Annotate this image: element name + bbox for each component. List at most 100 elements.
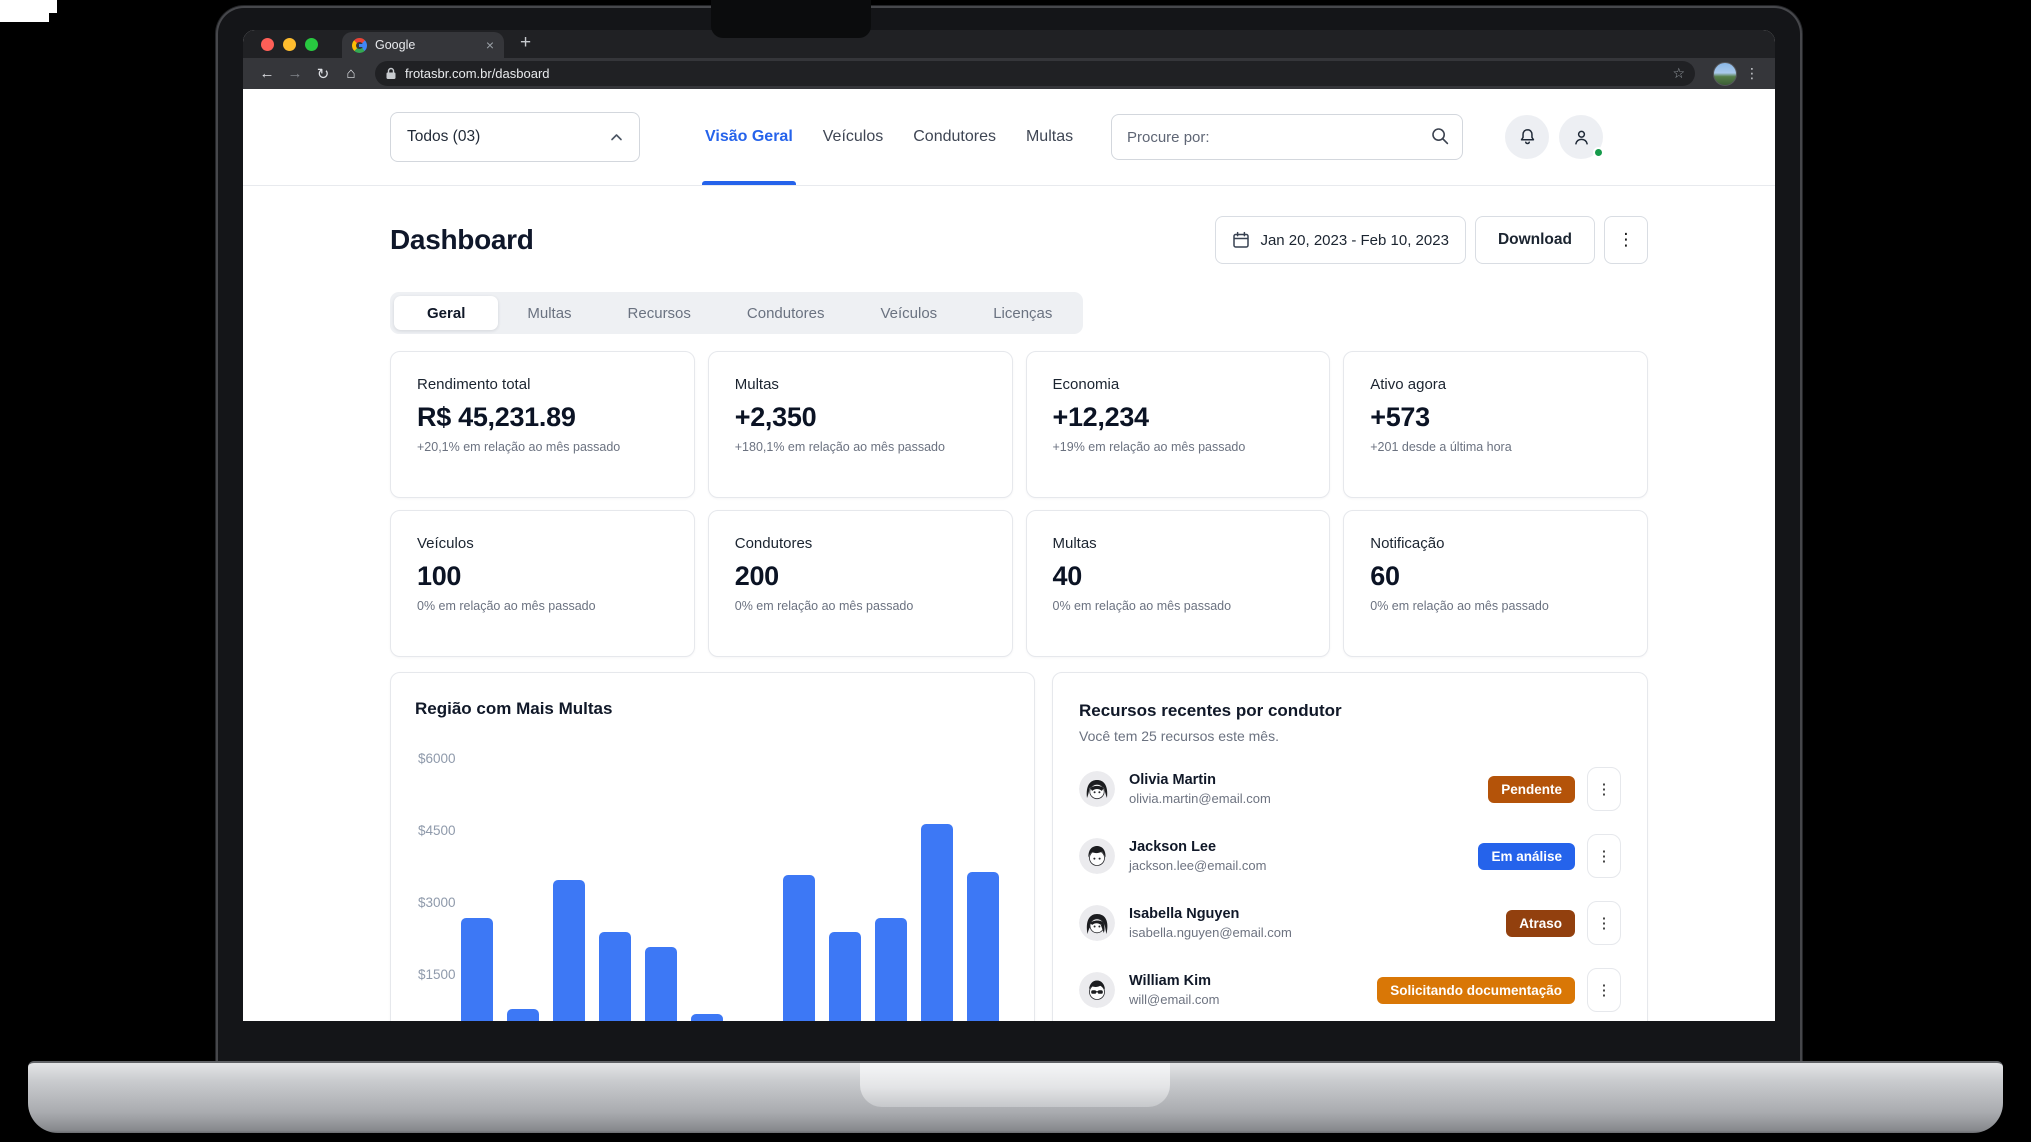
page-more-button[interactable]: ⋮ bbox=[1604, 216, 1648, 264]
close-window-button[interactable] bbox=[261, 37, 274, 51]
tab-close-icon[interactable]: × bbox=[485, 37, 494, 53]
driver-row-isabella-nguyen: Isabella Nguyen isabella.nguyen@email.com… bbox=[1079, 901, 1621, 945]
stat-note: 0% em relação ao mês passado bbox=[1370, 599, 1549, 613]
stat-title: Ativo agora bbox=[1370, 376, 1447, 393]
stat-value: 60 bbox=[1370, 561, 1400, 591]
avatar-olivia bbox=[1079, 771, 1115, 807]
zoom-window-button[interactable] bbox=[305, 37, 318, 51]
browser-profile-avatar[interactable] bbox=[1713, 61, 1737, 86]
stat-value: 40 bbox=[1052, 561, 1083, 591]
stat-title: Multas bbox=[734, 376, 779, 393]
y-axis-tick: $4500 bbox=[418, 823, 456, 838]
tab-title: Google bbox=[375, 38, 416, 52]
bell-icon bbox=[1520, 128, 1534, 144]
nav-item-condutores[interactable]: Condutores bbox=[913, 128, 996, 145]
recent-resources-card: Recursos recentes por condutor Você tem … bbox=[1052, 672, 1648, 1021]
status-badge-pendente: Pendente bbox=[1488, 775, 1575, 803]
driver-more-button[interactable]: ⋮ bbox=[1587, 968, 1621, 1012]
bottom-row: Região com Mais Multas $6000 $4500 $3000 $1… bbox=[390, 672, 1648, 1021]
browser-menu-icon[interactable]: ⋮ bbox=[1745, 65, 1759, 81]
y-axis-tick: $1500 bbox=[418, 967, 456, 982]
fleet-filter-label: Todos (03) bbox=[407, 128, 481, 145]
chart-bar bbox=[553, 879, 585, 1021]
date-range-button[interactable]: Jan 20, 2023 - Feb 10, 2023 bbox=[1215, 216, 1466, 264]
window-traffic-lights bbox=[243, 30, 342, 58]
browser-window: Google × + ← → ↻ ⌂ frotasbr.com.br/dasbo… bbox=[243, 30, 1775, 1021]
stat-card-veiculos: Veículos 100 0% em relação ao mês passado bbox=[390, 510, 695, 657]
chart-title: Região com Mais Multas bbox=[415, 699, 613, 718]
reload-icon[interactable]: ↻ bbox=[316, 65, 330, 83]
stat-card-multas: Multas +2,350 +180,1% em relação ao mês pa… bbox=[707, 351, 1013, 498]
account-button[interactable] bbox=[1559, 115, 1604, 159]
driver-name: Jackson Lee bbox=[1129, 839, 1217, 855]
notifications-button[interactable] bbox=[1505, 115, 1549, 159]
tab-geral[interactable]: Geral bbox=[394, 296, 499, 330]
url-text: frotasbr.com.br/dasboard bbox=[405, 66, 550, 81]
chart-bar bbox=[691, 1014, 723, 1021]
driver-more-button[interactable]: ⋮ bbox=[1587, 834, 1621, 878]
minimize-window-button[interactable] bbox=[283, 37, 296, 51]
home-icon[interactable]: ⌂ bbox=[346, 65, 356, 82]
driver-email: jackson.lee@email.com bbox=[1129, 858, 1267, 873]
chart-card: Região com Mais Multas $6000 $4500 $3000 $1… bbox=[390, 672, 1035, 1021]
nav-item-visao-geral[interactable]: Visão Geral bbox=[690, 89, 808, 185]
download-button[interactable]: Download bbox=[1474, 216, 1595, 264]
driver-actions: Atraso ⋮ bbox=[1506, 901, 1621, 945]
driver-info: Olivia Martin olivia.martin@email.com bbox=[1129, 772, 1271, 806]
chart-plot: $6000 $4500 $3000 $1500 bbox=[415, 745, 1006, 1021]
tab-recursos[interactable]: Recursos bbox=[627, 304, 691, 322]
avatar-jackson bbox=[1079, 838, 1115, 874]
driver-email: isabella.nguyen@email.com bbox=[1129, 925, 1292, 940]
stat-card-multas: Multas 40 0% em relação ao mês passado bbox=[1025, 510, 1331, 657]
browser-tab[interactable]: Google × bbox=[342, 32, 504, 58]
stat-value: +573 bbox=[1370, 402, 1430, 432]
new-tab-button[interactable]: + bbox=[520, 31, 532, 53]
y-axis-tick: $3000 bbox=[418, 895, 456, 910]
status-badge-solicitando-documentacao: Solicitando documentação bbox=[1377, 976, 1575, 1004]
driver-info: Jackson Lee jackson.lee@email.com bbox=[1129, 839, 1266, 873]
driver-row-william-kim: William Kim will@email.com Solicitando doc… bbox=[1079, 968, 1621, 1012]
main-nav: Visão Geral Veículos Condutores Multas bbox=[690, 89, 1088, 185]
stat-note: 0% em relação ao mês passado bbox=[1052, 599, 1232, 613]
corner-artifact bbox=[0, 0, 49, 22]
driver-name: William Kim bbox=[1129, 973, 1212, 989]
app-header: Todos (03) Visão Geral Veículos Condutores… bbox=[243, 89, 1775, 186]
stat-note: +201 desde a última hora bbox=[1370, 440, 1512, 454]
stat-title: Notificação bbox=[1370, 535, 1445, 552]
chart-bar bbox=[921, 824, 953, 1021]
driver-row-olivia-martin: Olivia Martin olivia.martin@email.com Pend… bbox=[1079, 767, 1621, 811]
lock-icon bbox=[386, 67, 396, 79]
stat-card-rendimento-total: Rendimento total R$ 45,231.89 +20,1% em re… bbox=[390, 351, 695, 498]
nav-item-veiculos[interactable]: Veículos bbox=[822, 128, 884, 145]
fleet-filter-select[interactable]: Todos (03) bbox=[390, 112, 640, 162]
nav-item-multas[interactable]: Multas bbox=[1025, 128, 1074, 145]
stat-title: Condutores bbox=[734, 535, 813, 552]
head-actions: Jan 20, 2023 - Feb 10, 2023 Download ⋮ bbox=[1215, 216, 1648, 264]
stat-card-ativo-agora: Ativo agora +573 +201 desde a última hora bbox=[1343, 351, 1648, 498]
stat-value: +2,350 bbox=[734, 402, 817, 432]
tab-condutores[interactable]: Condutores bbox=[746, 304, 825, 322]
page-head: Dashboard Jan 20, 2023 - Feb 10, 2023 bbox=[390, 216, 1648, 264]
chart-bar bbox=[967, 872, 999, 1021]
stat-note: +20,1% em relação ao mês passado bbox=[417, 440, 621, 454]
back-icon[interactable]: ← bbox=[259, 65, 275, 82]
stat-title: Multas bbox=[1052, 535, 1097, 552]
laptop-lid-scoop bbox=[860, 1063, 1170, 1107]
search-input[interactable] bbox=[1111, 114, 1463, 160]
stats-row-2: Veículos 100 0% em relação ao mês passado C… bbox=[390, 510, 1648, 657]
forward-icon[interactable]: → bbox=[287, 65, 303, 82]
laptop-screen: Google × + ← → ↻ ⌂ frotasbr.com.br/dasbo… bbox=[218, 8, 1800, 1061]
driver-more-button[interactable]: ⋮ bbox=[1587, 767, 1621, 811]
app-content: Todos (03) Visão Geral Veículos Condutores… bbox=[243, 89, 1775, 1021]
driver-more-button[interactable]: ⋮ bbox=[1587, 901, 1621, 945]
address-bar[interactable]: frotasbr.com.br/dasboard ☆ bbox=[375, 61, 1695, 86]
driver-actions: Pendente ⋮ bbox=[1488, 767, 1621, 811]
stat-value: R$ 45,231.89 bbox=[417, 402, 576, 432]
tab-licencas[interactable]: Licenças bbox=[993, 304, 1053, 322]
tab-multas[interactable]: Multas bbox=[527, 304, 572, 322]
chart-bars bbox=[461, 745, 999, 1021]
stat-value: 100 bbox=[417, 561, 462, 591]
bookmark-star-icon[interactable]: ☆ bbox=[1672, 65, 1685, 81]
tab-veiculos[interactable]: Veículos bbox=[880, 304, 938, 322]
